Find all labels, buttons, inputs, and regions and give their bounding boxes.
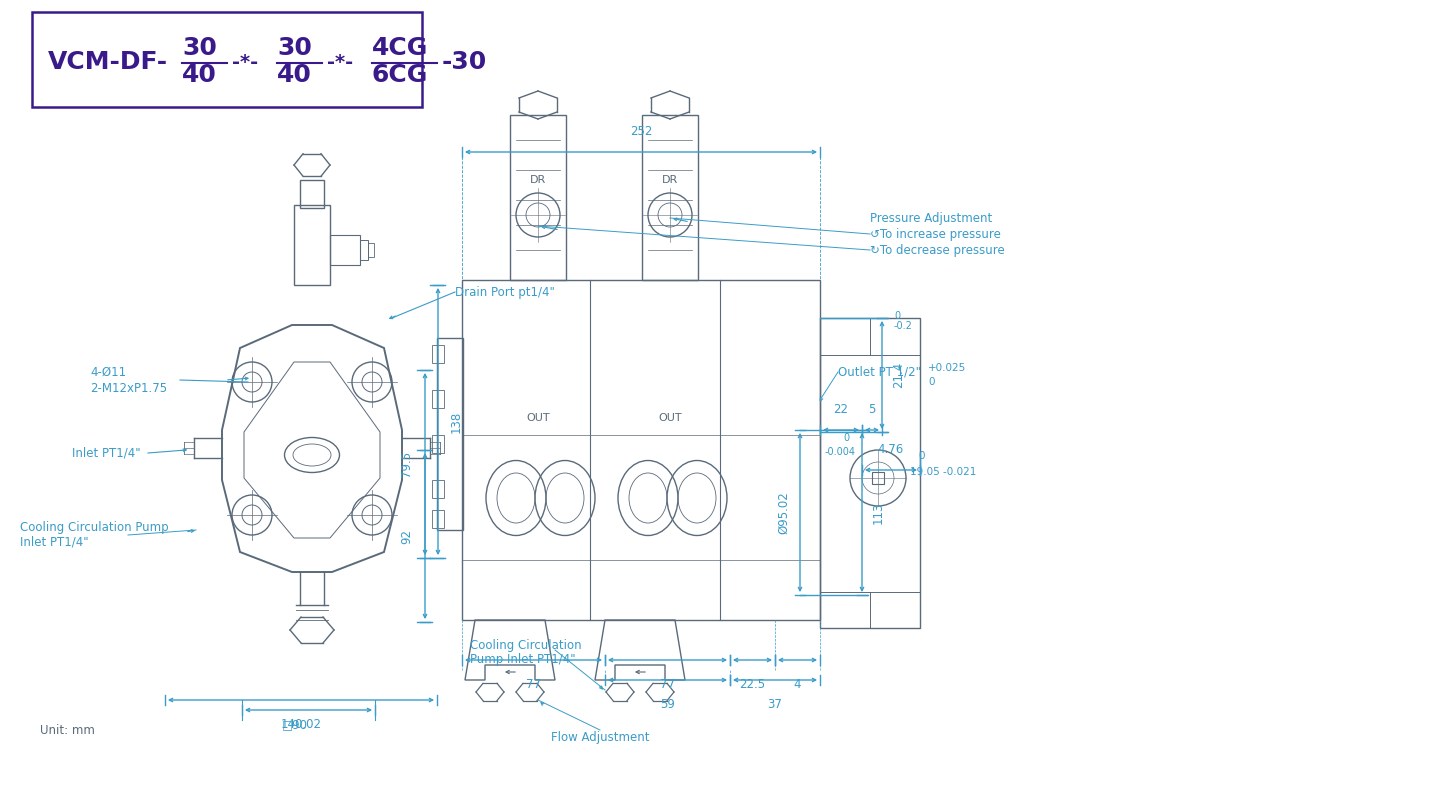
- Bar: [300, 180, 324, 208]
- Text: Cooling Circulation Pump: Cooling Circulation Pump: [20, 522, 169, 534]
- Text: DR: DR: [530, 175, 546, 185]
- Bar: [432, 390, 444, 408]
- Text: 6CG: 6CG: [372, 63, 429, 87]
- Text: 0: 0: [917, 451, 925, 461]
- Text: 113: 113: [872, 501, 885, 524]
- Bar: [432, 510, 444, 528]
- Bar: [510, 115, 566, 280]
- Text: 4-Ø11: 4-Ø11: [90, 366, 126, 378]
- Text: -30: -30: [442, 50, 487, 74]
- Text: 77: 77: [526, 678, 542, 691]
- Text: -*-: -*-: [327, 53, 353, 72]
- Text: 30: 30: [277, 36, 312, 60]
- Bar: [294, 205, 330, 285]
- Text: Inlet PT1/4": Inlet PT1/4": [20, 536, 89, 548]
- Text: Unit: mm: Unit: mm: [40, 723, 94, 737]
- Text: 140.02: 140.02: [280, 718, 322, 731]
- Text: Cooling Circulation: Cooling Circulation: [470, 638, 582, 652]
- Bar: [432, 345, 444, 363]
- Text: OUT: OUT: [659, 413, 682, 423]
- Bar: [369, 243, 374, 257]
- Text: Pressure Adjustment: Pressure Adjustment: [870, 211, 992, 225]
- Text: 22: 22: [833, 403, 849, 416]
- Text: 4: 4: [793, 678, 802, 691]
- Text: Drain Port pt1/4": Drain Port pt1/4": [454, 285, 554, 299]
- Bar: [872, 472, 885, 484]
- Text: 2-M12xP1.75: 2-M12xP1.75: [90, 381, 167, 395]
- Text: ↺To increase pressure: ↺To increase pressure: [870, 228, 1000, 240]
- Text: 59: 59: [660, 698, 674, 711]
- Text: Flow Adjustment: Flow Adjustment: [550, 731, 649, 745]
- Text: Outlet PT 1/2": Outlet PT 1/2": [837, 366, 922, 378]
- Text: 4CG: 4CG: [372, 36, 429, 60]
- Text: 252: 252: [630, 125, 652, 138]
- Text: 22.5: 22.5: [739, 678, 766, 691]
- Text: +0.025: +0.025: [927, 363, 966, 373]
- Text: □90: □90: [282, 718, 309, 731]
- Text: 40: 40: [181, 63, 217, 87]
- Text: -0.2: -0.2: [895, 321, 913, 331]
- Text: OUT: OUT: [526, 413, 550, 423]
- Bar: [462, 280, 820, 620]
- Text: ↻To decrease pressure: ↻To decrease pressure: [870, 243, 1005, 257]
- Text: Inlet PT1/4": Inlet PT1/4": [71, 447, 140, 459]
- Text: 77: 77: [660, 678, 674, 691]
- Text: 138: 138: [450, 411, 463, 433]
- Text: 19.05 -0.021: 19.05 -0.021: [910, 467, 976, 477]
- Text: 5: 5: [869, 403, 876, 416]
- Text: 37: 37: [767, 698, 783, 711]
- Text: -0.004: -0.004: [825, 447, 856, 457]
- Bar: [437, 338, 463, 530]
- Text: Pump Inlet PT1/4": Pump Inlet PT1/4": [470, 652, 576, 666]
- Text: 21.4: 21.4: [892, 362, 905, 388]
- Bar: [642, 115, 697, 280]
- Text: 0: 0: [843, 433, 849, 443]
- Text: VCM-DF-: VCM-DF-: [49, 50, 169, 74]
- Text: 30: 30: [181, 36, 217, 60]
- Bar: [31, 12, 422, 107]
- Bar: [820, 318, 920, 628]
- Bar: [432, 435, 444, 453]
- Text: 0: 0: [927, 377, 935, 387]
- Bar: [330, 235, 360, 265]
- Bar: [360, 240, 369, 260]
- Text: 92: 92: [400, 529, 413, 544]
- Text: DR: DR: [662, 175, 679, 185]
- Text: 79.5: 79.5: [400, 451, 413, 477]
- Text: 4.76: 4.76: [877, 443, 905, 456]
- Bar: [432, 480, 444, 498]
- Text: 0: 0: [895, 311, 900, 321]
- Text: Ø95.02: Ø95.02: [777, 491, 790, 534]
- Text: 40: 40: [277, 63, 312, 87]
- Text: -*-: -*-: [231, 53, 259, 72]
